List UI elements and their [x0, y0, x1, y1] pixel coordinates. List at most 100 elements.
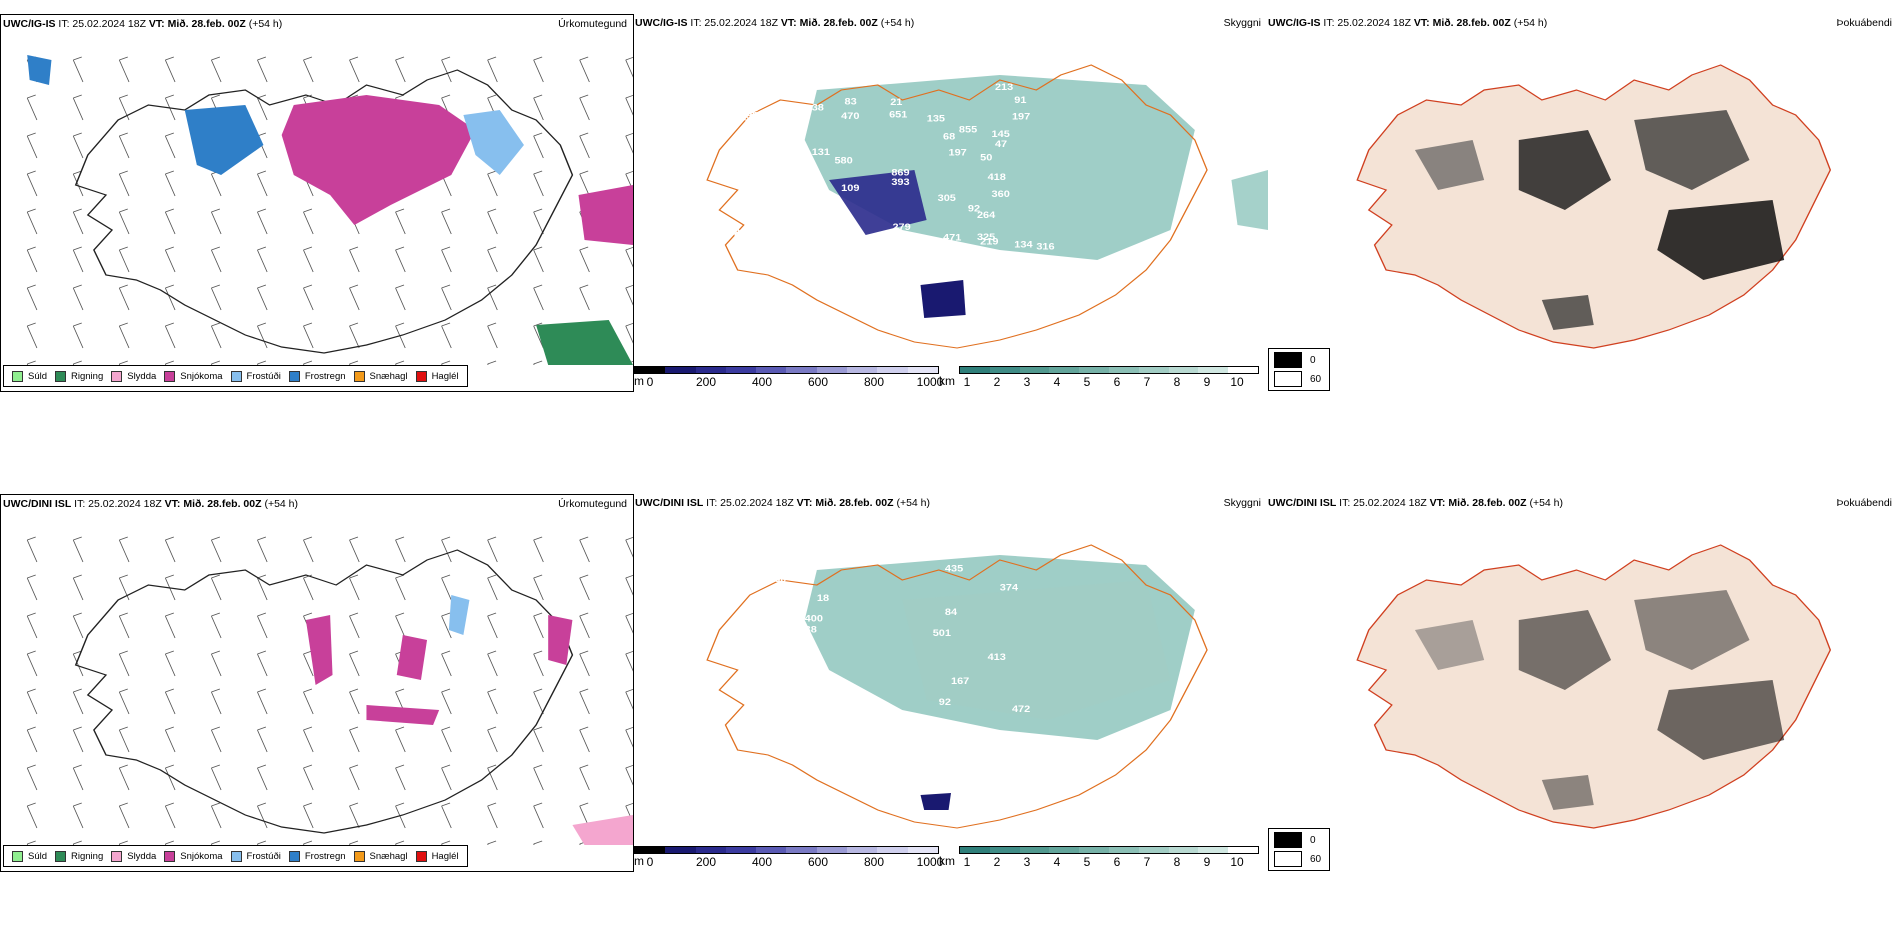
wind-barb: [26, 132, 38, 159]
wind-barb: [303, 246, 314, 273]
legend-swatch: [230, 370, 242, 382]
colorbar-cell: [1019, 847, 1050, 853]
iceland-coastline: [74, 549, 574, 834]
cloud-base-label: 495: [732, 731, 751, 741]
legend-item: Snjókoma: [164, 370, 223, 382]
cloud-base-label: 50: [980, 153, 993, 163]
tick-label: 200: [695, 855, 717, 869]
wind-barb: [395, 802, 406, 829]
legend-swatch: [111, 370, 123, 382]
colorbar-cell: [877, 367, 908, 373]
wind-barb: [395, 612, 406, 639]
colorbar-cell: [1049, 847, 1080, 853]
wind-barb: [533, 94, 544, 121]
wind-barb: [118, 56, 130, 83]
wind-barb: [533, 284, 544, 311]
wind-barb: [210, 688, 222, 715]
visibility-colorbar: [959, 366, 1259, 374]
model-name: UWC/DINI ISL: [635, 497, 704, 509]
wind-barb: [487, 802, 498, 829]
wind-barb: [210, 246, 222, 273]
cloud-base-label: 219: [980, 237, 999, 247]
sleet-area: [572, 815, 633, 845]
wind-barb: [441, 360, 451, 365]
wind-barb: [579, 764, 590, 791]
colorbar-cell: [1228, 367, 1258, 373]
wind-barb: [487, 726, 498, 753]
colorbar-cell: [695, 367, 726, 373]
cloud-visibility-map: 4183602644712792052287812061783354541098…: [706, 64, 1268, 349]
wind-barb: [118, 840, 128, 845]
legend-label: Rigning: [71, 370, 104, 382]
colorbar-cell: [695, 847, 726, 853]
cloud-base-label: 264: [977, 211, 996, 221]
fog-area-2: [1634, 110, 1750, 190]
wind-barb: [257, 688, 268, 715]
visibility-ticks: 1 2 3 4 5 6 7 8 9 10: [959, 374, 1259, 389]
tick-label: 2: [993, 375, 1001, 389]
wind-barb: [257, 726, 268, 753]
wind-barb: [210, 208, 222, 235]
wind-barb: [303, 840, 313, 845]
low-visibility-area: [804, 75, 1195, 260]
tick-label: 1: [963, 375, 971, 389]
wind-barb: [441, 688, 452, 715]
wind-barb: [441, 56, 452, 83]
wind-barb: [210, 764, 222, 791]
wind-barb: [257, 284, 268, 311]
wind-barb: [303, 688, 314, 715]
low-cloud-area: [829, 170, 927, 235]
wind-barb: [164, 284, 176, 311]
wind-barb: [533, 246, 544, 273]
legend-item: Rigning: [55, 370, 104, 382]
tick-label: 600: [807, 855, 829, 869]
wind-barb: [164, 688, 176, 715]
lead-time: (+54 h): [264, 498, 299, 510]
wind-barb: [303, 208, 314, 235]
wind-barb: [26, 612, 38, 639]
cloud-base-label: 205: [848, 239, 867, 249]
wind-barb: [210, 56, 222, 83]
legend-swatch: [164, 850, 176, 862]
cloud-base-label: 781: [764, 262, 783, 272]
legend-label: Frostúði: [246, 370, 281, 382]
cloud-base-label: 206: [734, 228, 753, 238]
cloud-base-label: 144: [799, 673, 818, 683]
wind-barb: [210, 612, 222, 639]
colorbar-cell: [989, 847, 1020, 853]
wind-barb: [26, 246, 38, 273]
legend-item: Rigning: [55, 850, 103, 862]
wind-barb: [487, 840, 497, 845]
wind-barb: [72, 802, 84, 829]
wind-barb: [303, 536, 314, 563]
legend-swatch: [55, 850, 67, 862]
wind-barb: [533, 56, 544, 83]
wind-barb: [349, 56, 360, 83]
wind-barb: [26, 360, 36, 365]
cloud-base-label: 69: [790, 121, 803, 131]
wind-barb: [579, 688, 590, 715]
wind-barb: [26, 94, 38, 121]
low-cloud-area-south: [920, 793, 951, 810]
cloud-visibility-panel: UWC/IG-IS IT: 25.02.2024 18Z VT: Mið. 28…: [634, 14, 1268, 392]
wind-barb: [72, 56, 84, 83]
wind-barb: [210, 726, 222, 753]
precip-type-panel: UWC/IG-IS IT: 25.02.2024 18Z VT: Mið. 28…: [0, 14, 634, 392]
wind-barb: [26, 536, 38, 563]
lead-time: (+54 h): [896, 497, 931, 509]
wind-barb: [579, 170, 590, 197]
wind-barb: [625, 57, 633, 78]
cloud-base-label: 869: [891, 169, 910, 179]
cloud-base-label: 177: [764, 205, 783, 215]
wind-barb: [303, 56, 314, 83]
wind-barb: [164, 94, 176, 121]
model-name: UWC/IG-IS: [1268, 17, 1321, 29]
wind-barb: [395, 208, 406, 235]
wind-barb: [579, 536, 590, 563]
wind-barb: [72, 612, 84, 639]
wind-barb: [303, 360, 313, 365]
cloud-base-label: 177: [823, 704, 842, 714]
wind-barb: [625, 133, 633, 154]
wind-barb: [349, 612, 360, 639]
tick-label: 4: [1053, 375, 1061, 389]
